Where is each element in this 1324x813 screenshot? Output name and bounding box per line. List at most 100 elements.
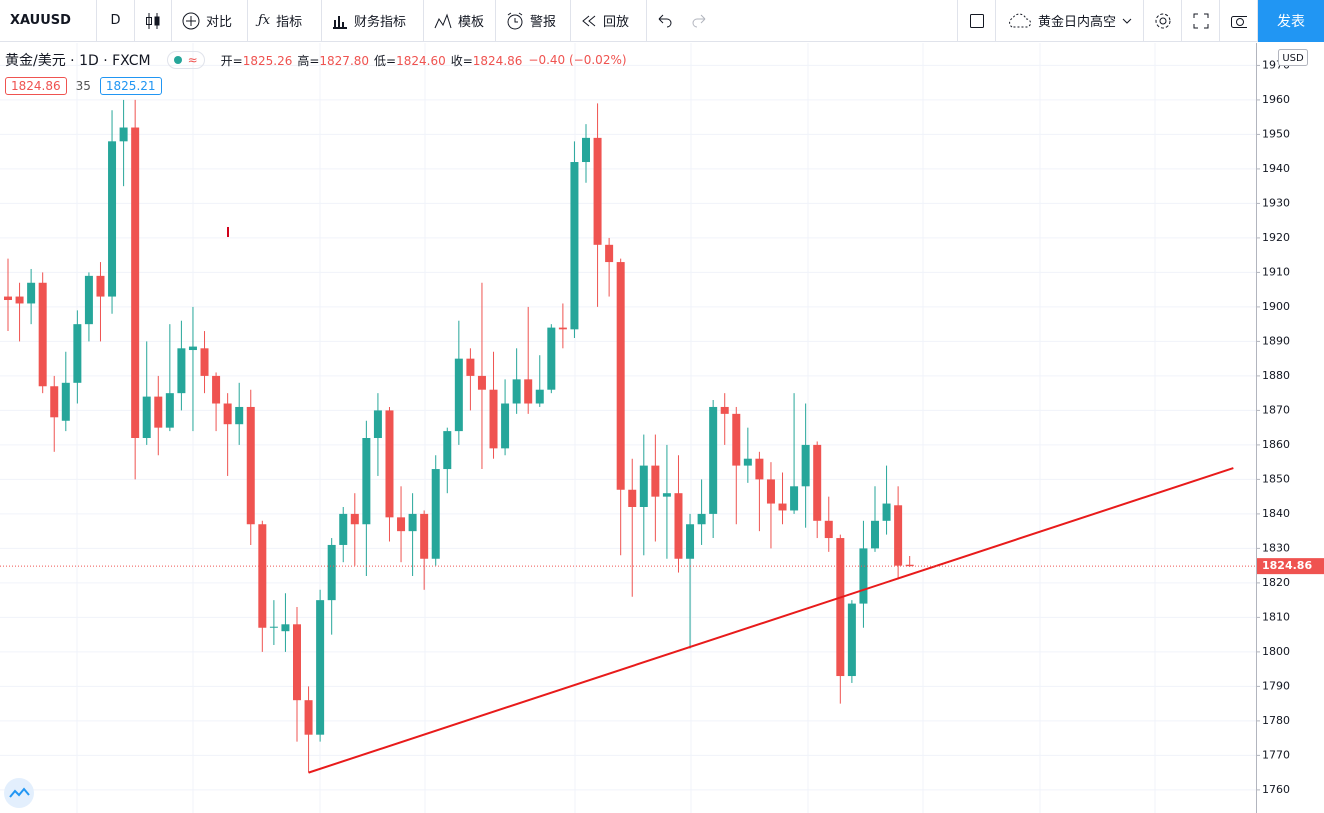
settings-button[interactable] <box>1144 0 1182 42</box>
last-price-box <box>1257 558 1324 575</box>
candle-body <box>119 127 128 142</box>
candle-body <box>142 396 151 439</box>
y-tick-label: 1900 <box>1262 300 1290 313</box>
candle-body <box>235 406 244 425</box>
candle-body <box>373 410 382 439</box>
ohlc-label: 高= <box>297 53 320 68</box>
financials-label: 财务指标 <box>354 15 407 30</box>
candle-body <box>882 503 891 521</box>
candle-body <box>720 406 729 414</box>
indicators-button[interactable]: ƒx 指标 <box>248 0 322 42</box>
replay-button[interactable]: 回放 <box>571 0 647 42</box>
candle-body <box>547 327 556 390</box>
candle-body <box>38 282 47 387</box>
candle-body <box>755 458 764 480</box>
candle-body <box>859 548 868 604</box>
undo[interactable] <box>658 14 672 27</box>
fullscreen-button[interactable] <box>1182 0 1220 42</box>
alert-label: 警报 <box>530 15 557 30</box>
candle-body <box>27 282 36 304</box>
layout-button[interactable]: 黄金日内高空 <box>996 0 1144 42</box>
currency-box <box>1278 49 1308 66</box>
ohlc-value: 1827.80 <box>319 53 370 68</box>
indicators-label: 指标 <box>276 15 303 30</box>
compare-button[interactable]: 对比 <box>172 0 248 42</box>
buy-price[interactable]: 1825.21 <box>99 77 162 95</box>
candle-body <box>593 137 602 245</box>
alert-button[interactable]: 警报 <box>496 0 571 42</box>
candle-body <box>212 375 221 404</box>
candle-body <box>304 700 313 735</box>
templates-button[interactable]: 模板 <box>424 0 496 42</box>
layout-label: 黄金日内高空 <box>1038 15 1117 30</box>
ohlc-item: 高=1827.80 <box>297 52 369 69</box>
symbol[interactable]: XAUUSD <box>0 0 97 42</box>
trendline <box>308 467 1234 774</box>
undo-redo <box>647 0 958 42</box>
ohlc-item: 收=1824.86 <box>451 52 523 69</box>
candle-body <box>177 348 186 394</box>
ohlc-item: 开=1825.26 <box>221 52 293 69</box>
candle-body <box>512 379 521 404</box>
candle-body <box>200 348 209 376</box>
y-tick-label: 1780 <box>1262 714 1290 727</box>
candle-body <box>454 358 463 432</box>
logo[interactable] <box>4 778 34 808</box>
y-tick-label: 1940 <box>1262 162 1290 175</box>
interval[interactable]: D <box>97 0 135 42</box>
y-tick-label: 1870 <box>1262 403 1290 416</box>
candle-body <box>443 431 452 470</box>
y-tick-label: 1930 <box>1262 196 1290 209</box>
candle-body <box>813 444 822 521</box>
chart-style[interactable] <box>135 0 172 42</box>
candle-body <box>188 346 197 351</box>
toolbar: XAUUSD D 对比 ƒx 指标 财务指标 模板 警报 回放 黄金日内高空 发表 <box>0 0 1324 42</box>
candle-body <box>165 393 174 428</box>
ohlc-item: 低=1824.60 <box>374 52 446 69</box>
candle-body <box>316 600 325 735</box>
select-button[interactable] <box>958 0 996 42</box>
financials-button[interactable]: 财务指标 <box>322 0 424 42</box>
y-tick-label: 1770 <box>1262 748 1290 761</box>
status-pill[interactable]: ≈ <box>166 51 205 69</box>
candle-body <box>639 465 648 508</box>
candle-body <box>501 403 510 449</box>
candle-body <box>674 493 683 559</box>
publish-button[interactable]: 发表 <box>1258 0 1324 42</box>
candle-body <box>15 296 24 304</box>
candle-body <box>605 244 614 263</box>
snapshot-button[interactable] <box>1220 0 1258 42</box>
compare-label: 对比 <box>206 15 233 30</box>
candle-body <box>350 513 359 525</box>
candle-body <box>431 469 440 559</box>
alert-marker <box>227 227 229 237</box>
candle-body <box>558 327 567 330</box>
templates-label: 模板 <box>458 15 485 30</box>
candle-body <box>686 524 695 559</box>
fx-icon: ƒx <box>258 13 271 28</box>
candle-body <box>662 493 671 497</box>
candle-body <box>84 275 93 325</box>
change: −0.40 (−0.02%) <box>528 53 627 67</box>
candle-body <box>269 626 278 628</box>
currency-label: USD <box>1282 53 1304 64</box>
candle-body <box>281 624 290 632</box>
candle-body <box>489 389 498 449</box>
candle-body <box>96 275 105 297</box>
candle-body <box>293 624 301 701</box>
candle-body <box>824 520 833 539</box>
sell-price[interactable]: 1824.86 <box>5 77 67 95</box>
candle-body <box>743 458 752 466</box>
y-tick-label: 1790 <box>1262 679 1290 692</box>
candle-body <box>131 127 140 439</box>
y-tick-label: 1950 <box>1262 127 1290 140</box>
y-tick-label: 1800 <box>1262 645 1290 658</box>
candle-body <box>628 489 637 508</box>
candle-body <box>894 505 903 566</box>
legend: 黄金/美元 · 1D · FXCM ≈ 开=1825.26 高=1827.80 低=… <box>5 50 627 70</box>
candle-body <box>362 438 371 525</box>
y-tick-label: 1880 <box>1262 369 1290 382</box>
redo[interactable] <box>692 14 706 27</box>
candle-body <box>223 403 232 425</box>
